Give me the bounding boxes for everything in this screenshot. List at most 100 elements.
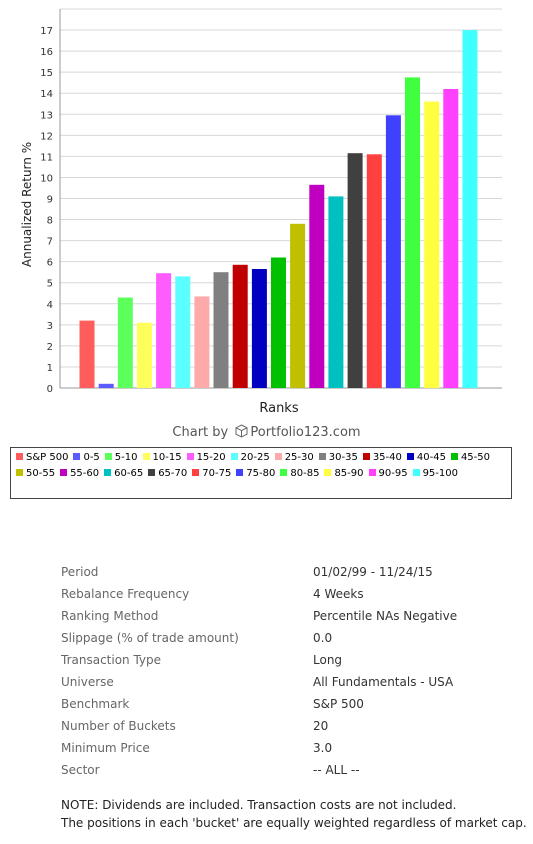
credit-prefix: Chart by — [172, 425, 229, 440]
legend-label: 85-90 — [334, 468, 364, 479]
legend-label: 60-65 — [114, 468, 144, 479]
legend-label: 50-55 — [26, 468, 56, 479]
legend-swatch — [274, 453, 282, 460]
bar — [424, 101, 440, 388]
parameter-name: Period — [61, 565, 99, 579]
y-tick-label: 16 — [40, 47, 53, 58]
y-axis-label: Annualized Return % — [20, 142, 34, 267]
bar — [405, 77, 420, 389]
legend-label: 0-5 — [83, 452, 100, 463]
chart-legend: S&P 500 0-5 5-10 10-15 15-20 20-25 25-30 30-35 3… — [10, 447, 512, 499]
parameter-value: S&P 500 — [313, 697, 364, 711]
parameter-row: Number of Buckets 20 — [61, 715, 501, 737]
bar — [136, 322, 152, 388]
legend-swatch — [368, 469, 376, 476]
bar — [79, 320, 95, 388]
bar — [232, 264, 248, 388]
legend-item: 0-5 — [71, 450, 100, 466]
legend-label: 5-10 — [114, 452, 138, 463]
legend-item: 65-70 — [146, 466, 187, 482]
legend-swatch — [236, 469, 244, 476]
y-tick-label: 5 — [47, 279, 53, 290]
legend-label: 55-60 — [70, 468, 100, 479]
bar — [462, 30, 478, 388]
bar — [117, 297, 133, 388]
cube-logo-icon — [235, 424, 248, 438]
parameter-name: Ranking Method — [61, 609, 159, 623]
legend-item: 55-60 — [58, 466, 99, 482]
legend-item: 50-55 — [14, 466, 55, 482]
y-tick-label: 7 — [47, 237, 53, 248]
legend-label: 10-15 — [152, 452, 182, 463]
legend-label: 40-45 — [416, 452, 446, 463]
bar — [309, 184, 325, 388]
bar — [271, 257, 286, 388]
bar — [290, 223, 306, 388]
y-tick-label: 12 — [40, 131, 53, 142]
legend-swatch — [16, 453, 23, 460]
parameter-value: Long — [313, 653, 343, 667]
legend-swatch — [104, 469, 112, 476]
x-axis-label: Ranks — [259, 401, 298, 416]
bar — [366, 154, 382, 388]
legend-item: 60-65 — [102, 466, 143, 482]
legend-item: 95-100 — [411, 466, 458, 482]
parameter-name: Benchmark — [61, 697, 130, 711]
bar — [347, 153, 363, 388]
parameter-name: Transaction Type — [61, 653, 162, 667]
y-tick-label: 11 — [40, 152, 53, 163]
bar — [194, 296, 210, 388]
legend-label: 75-80 — [246, 468, 276, 479]
bar — [175, 276, 191, 388]
legend-swatch — [192, 469, 200, 476]
legend-swatch — [104, 453, 112, 460]
y-tick-label: 4 — [47, 300, 53, 311]
legend-swatch — [406, 453, 414, 460]
parameter-row: Benchmark S&P 500 — [61, 693, 501, 715]
parameter-row: Universe All Fundamentals - USA — [61, 671, 501, 693]
parameter-name: Minimum Price — [61, 741, 150, 755]
parameter-name: Rebalance Frequency — [61, 587, 190, 601]
parameter-value: Percentile NAs Negative — [313, 609, 458, 623]
legend-label: 95-100 — [422, 468, 458, 479]
parameter-value: -- ALL -- — [313, 763, 360, 777]
chart-credit: Chart by Portfolio123.com — [0, 424, 533, 440]
parameter-value: 4 Weeks — [313, 587, 364, 601]
parameter-row: Minimum Price 3.0 — [61, 737, 501, 759]
parameter-name: Slippage (% of trade amount) — [61, 631, 239, 645]
parameter-row: Ranking Method Percentile NAs Negative — [61, 605, 501, 627]
bar — [98, 383, 114, 388]
legend-item: 15-20 — [185, 450, 226, 466]
parameter-value: 0.0 — [313, 631, 333, 645]
legend-label: 80-85 — [290, 468, 320, 479]
legend-item: 80-85 — [278, 466, 319, 482]
y-tick-label: 6 — [47, 258, 53, 269]
legend-swatch — [73, 453, 81, 460]
legend-label: 25-30 — [284, 452, 314, 463]
bar — [213, 272, 229, 388]
note-line-1: NOTE: Dividends are included. Transactio… — [61, 798, 457, 812]
legend-label: 30-35 — [328, 452, 358, 463]
note-line-2: The positions in each 'bucket' are equal… — [61, 816, 527, 830]
y-tick-label: 15 — [40, 68, 53, 79]
legend-swatch — [412, 469, 420, 476]
legend-swatch — [60, 469, 68, 476]
legend-item: S&P 500 — [14, 450, 68, 466]
bar — [385, 115, 401, 389]
legend-label: 90-95 — [378, 468, 408, 479]
legend-label: 70-75 — [202, 468, 232, 479]
parameter-value: 3.0 — [313, 741, 333, 755]
legend-item: 20-25 — [229, 450, 270, 466]
legend-swatch — [318, 453, 326, 460]
y-tick-label: 17 — [40, 26, 53, 37]
legend-swatch — [16, 469, 23, 476]
y-tick-label: 13 — [40, 110, 53, 121]
y-tick-label: 14 — [40, 89, 53, 100]
legend-item: 5-10 — [103, 450, 138, 466]
legend-label: 65-70 — [158, 468, 188, 479]
legend-item: 40-45 — [405, 450, 446, 466]
credit-brand: Portfolio123.com — [250, 425, 361, 440]
parameter-row: Rebalance Frequency 4 Weeks — [61, 583, 501, 605]
y-tick-label: 3 — [47, 321, 53, 332]
legend-swatch — [450, 453, 458, 460]
